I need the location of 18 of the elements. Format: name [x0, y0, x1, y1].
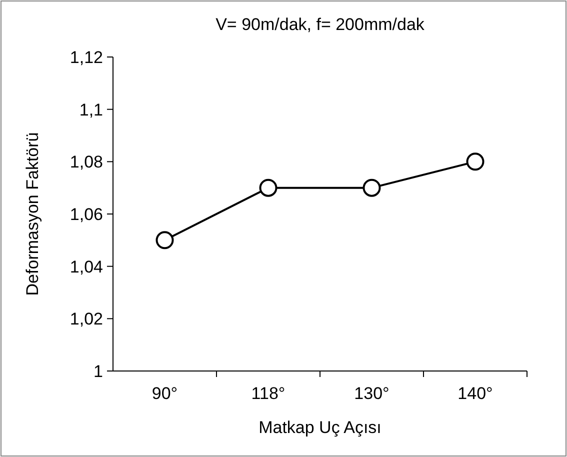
y-tick-label: 1,12 — [70, 48, 103, 67]
y-tick-label: 1,04 — [70, 257, 103, 276]
x-tick-label: 130° — [354, 384, 390, 403]
point — [259, 178, 278, 197]
y-tick-label: 1,02 — [70, 310, 103, 329]
point — [362, 178, 381, 197]
y-tick-label: 1,08 — [70, 152, 103, 172]
point — [156, 231, 174, 250]
x-axis-title: Matkap Uç Açısı — [258, 418, 382, 437]
x-tick-label: 90° — [152, 384, 178, 403]
x-tick-label: 118° — [251, 384, 286, 403]
y-axis-title: Deformasyon Faktörü — [23, 132, 42, 296]
y-tick-label: 1 — [94, 362, 103, 381]
chart-title: V= 90m/dak, f= 200mm/dak — [216, 15, 425, 34]
y-tick-label: 1,1 — [79, 100, 103, 120]
y-tick-label: 1,06 — [70, 204, 103, 224]
point — [466, 152, 484, 171]
x-tick-label: 140° — [458, 384, 493, 403]
